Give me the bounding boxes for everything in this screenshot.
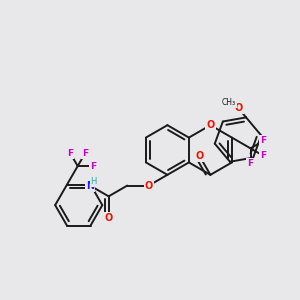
Text: O: O (145, 181, 153, 190)
Text: N: N (86, 181, 94, 190)
Text: F: F (248, 159, 254, 168)
Text: O: O (206, 120, 214, 130)
Text: F: F (82, 148, 88, 158)
Text: F: F (260, 152, 267, 160)
Text: F: F (260, 136, 267, 145)
Text: F: F (90, 162, 96, 171)
Text: O: O (234, 103, 243, 113)
Text: O: O (104, 213, 113, 223)
Text: CH₃: CH₃ (222, 98, 236, 107)
Text: O: O (196, 151, 204, 161)
Text: F: F (67, 148, 73, 158)
Text: H: H (90, 177, 96, 186)
